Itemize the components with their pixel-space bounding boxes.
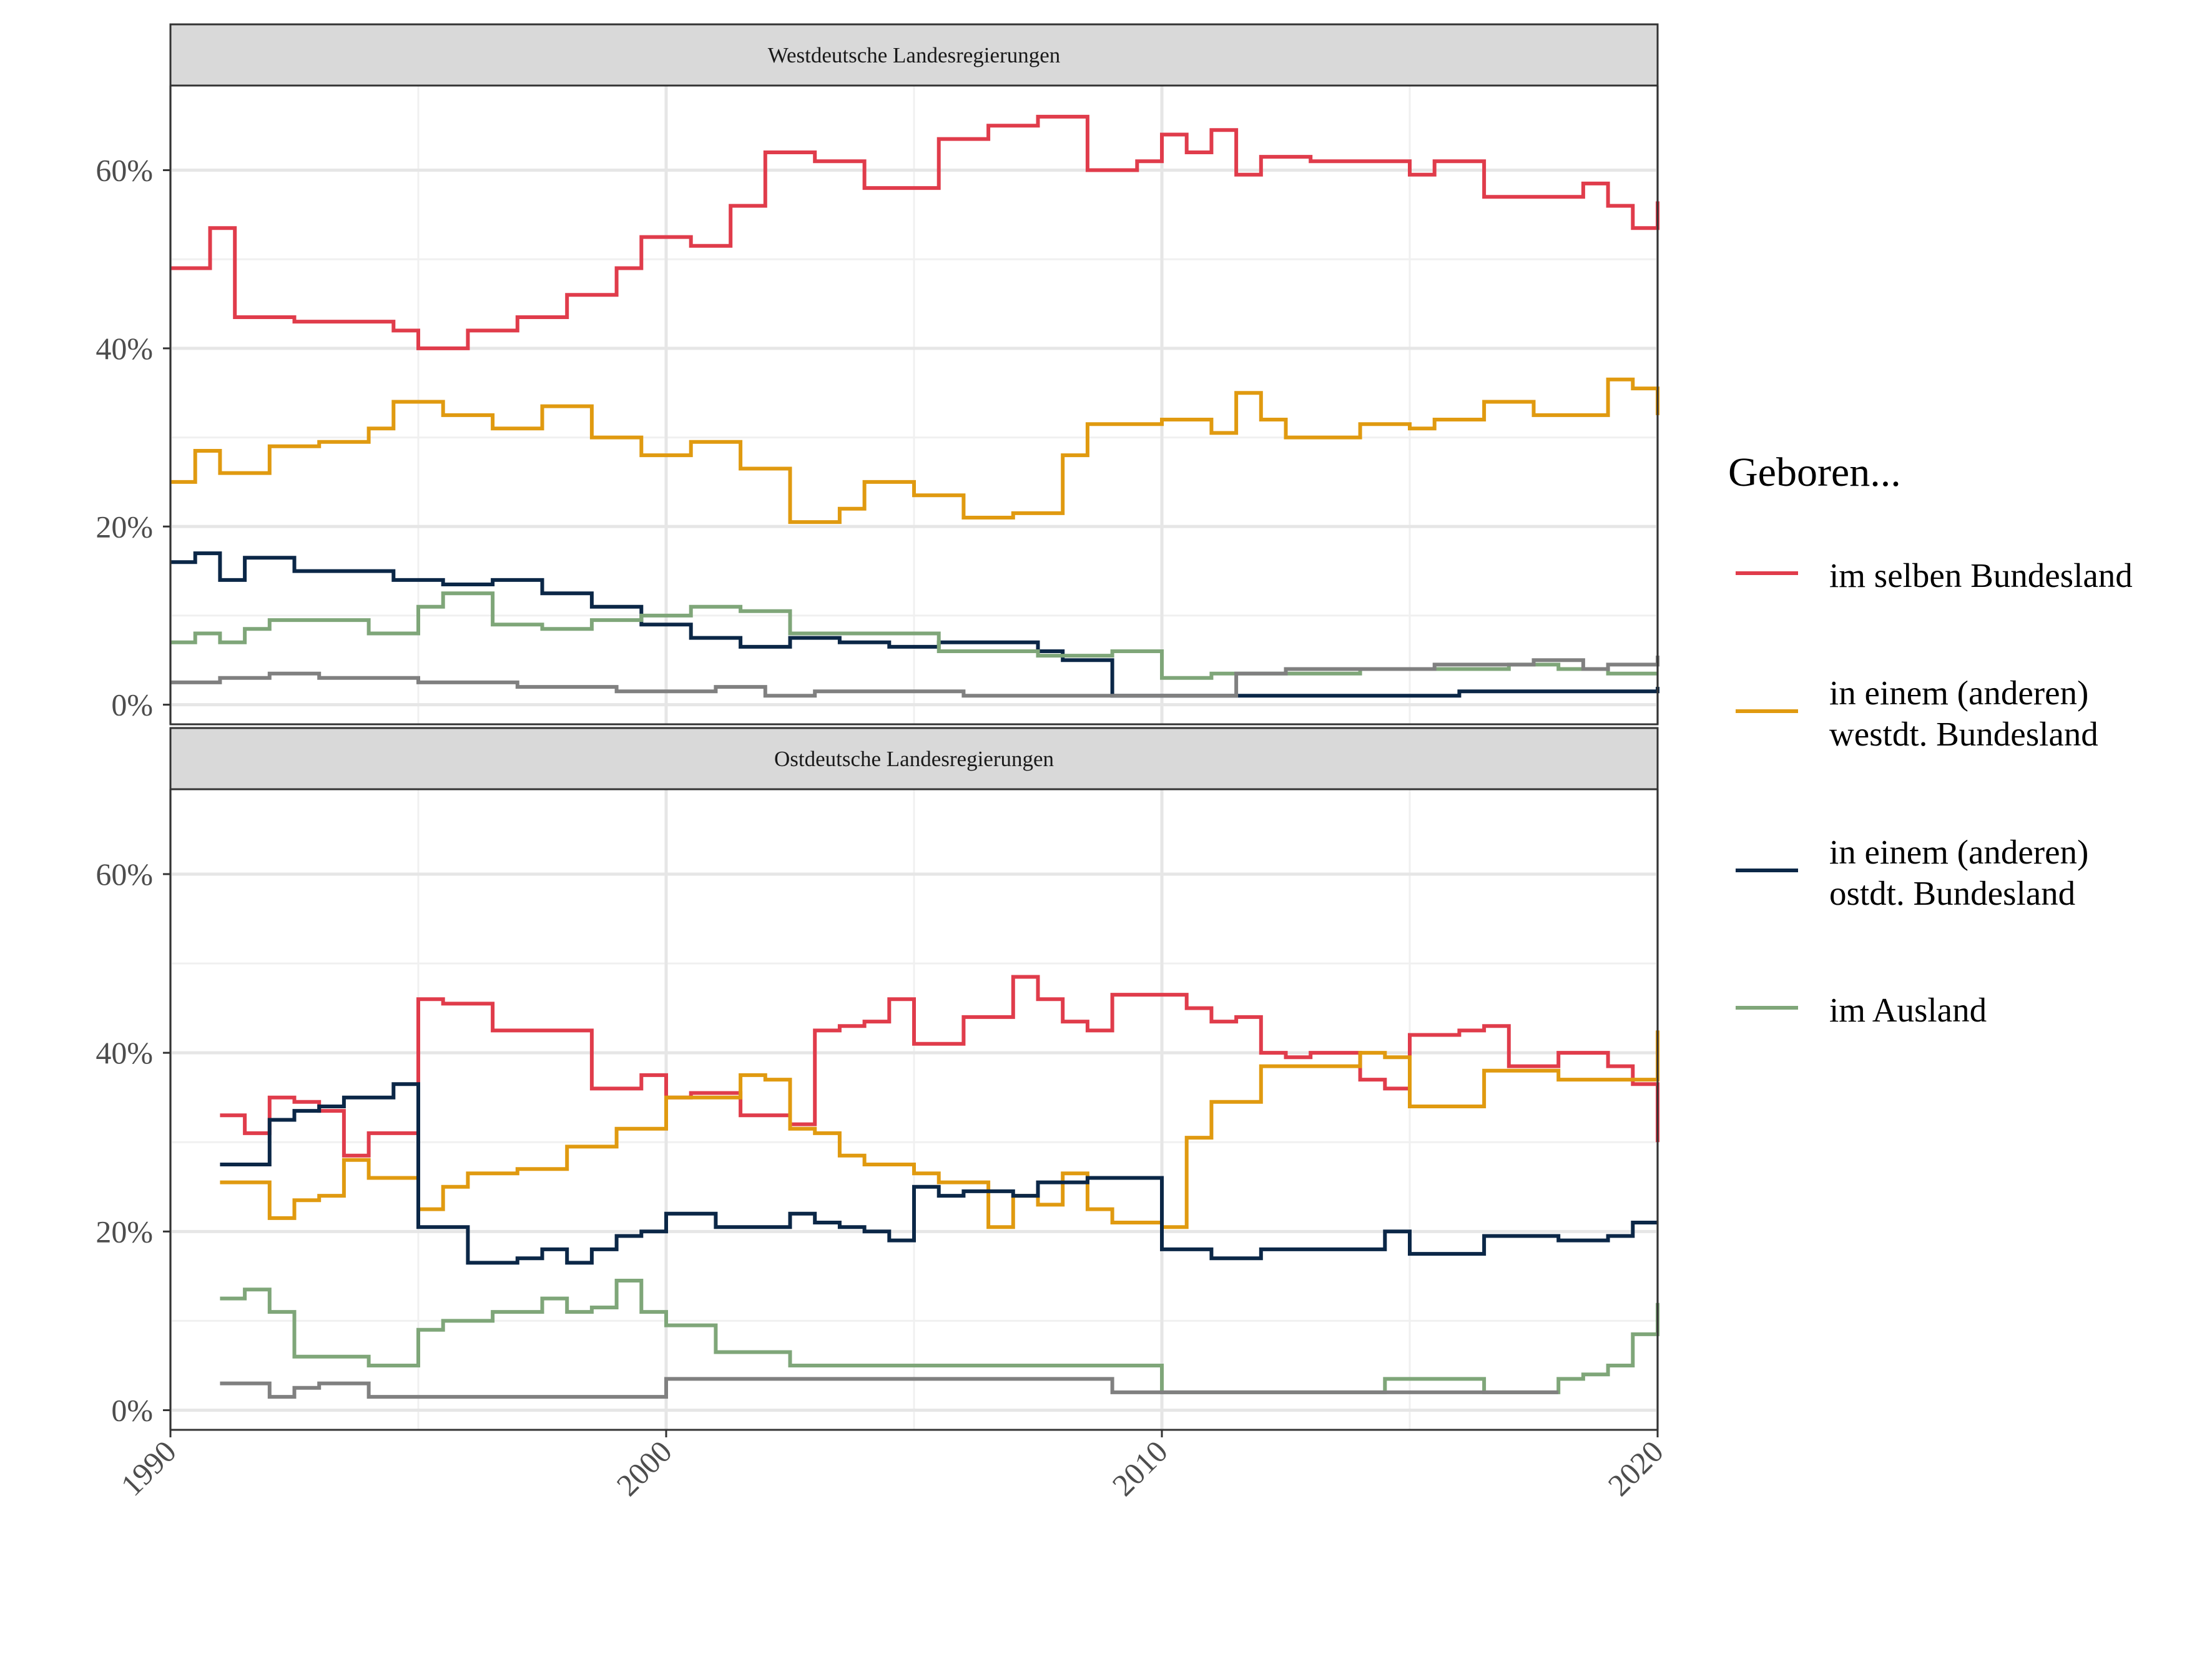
x-tick-label: 2010 (1105, 1434, 1174, 1502)
series-line-same (170, 114, 1659, 350)
legend-label-east: in einem (anderen) (1829, 833, 2088, 871)
y-tick-label: 20% (96, 509, 153, 544)
legend-title: Geboren... (1728, 450, 1901, 495)
x-tick-label: 2000 (609, 1434, 678, 1502)
legend-label-west: in einem (anderen) (1829, 674, 2088, 712)
strip-background (169, 727, 1659, 790)
legend: Geboren... im selben Bundesland in einem (… (1728, 450, 2133, 1029)
panel-bottom: Ostdeutsche Landesregierungen 0% 20% 40% 60%… (96, 727, 1670, 1502)
panel-top: Westdeutsche Landesregierungen 0% 20% 40% 60… (96, 23, 1659, 726)
series-line-same (220, 975, 1659, 1158)
strip-title: Ostdeutsche Landesregierungen (774, 747, 1054, 771)
legend-label-abroad: im Ausland (1829, 991, 1987, 1029)
legend-label-same: im selben Bundesland (1829, 556, 2133, 594)
y-tick-label: 60% (96, 153, 153, 188)
series-line-other (170, 656, 1659, 698)
series-line-other (220, 1377, 1559, 1399)
y-tick-label: 60% (96, 857, 153, 892)
y-tick-label: 20% (96, 1214, 153, 1249)
strip-title: Westdeutsche Landesregierungen (768, 43, 1061, 67)
strip-background (169, 23, 1659, 87)
series-line-east (220, 1082, 1658, 1265)
legend-label-west: westdt. Bundesland (1829, 715, 2098, 753)
x-tick-label: 1990 (114, 1434, 182, 1502)
y-tick-label: 0% (111, 687, 153, 722)
y-tick-label: 0% (111, 1393, 153, 1428)
x-tick-label: 2020 (1601, 1434, 1669, 1502)
y-tick-label: 40% (96, 331, 153, 366)
series-line-west (170, 377, 1659, 524)
y-tick-label: 40% (96, 1035, 153, 1070)
legend-label-east: ostdt. Bundesland (1829, 874, 2075, 912)
